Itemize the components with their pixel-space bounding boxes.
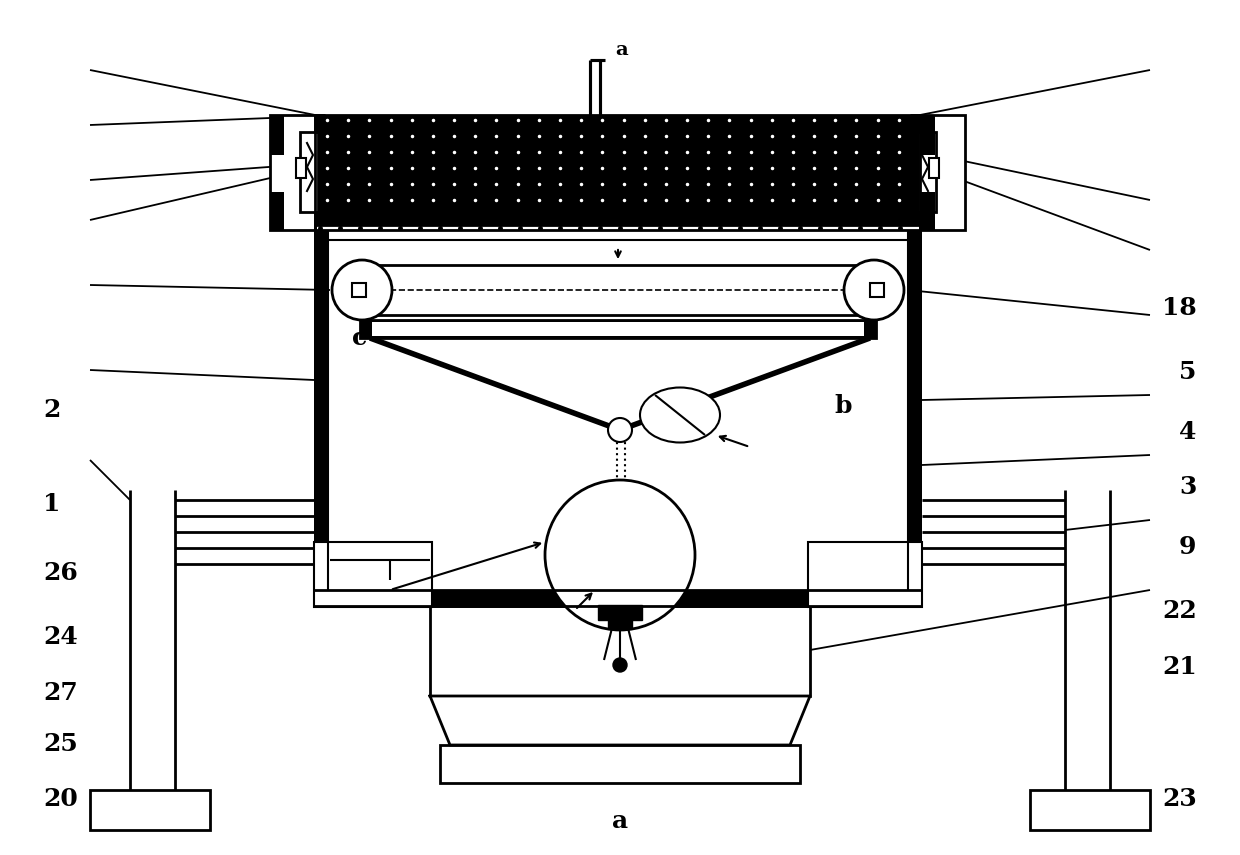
Text: b: b (835, 394, 852, 418)
Text: 22: 22 (1162, 599, 1197, 623)
Text: 25: 25 (43, 732, 78, 756)
Text: 24: 24 (43, 625, 78, 649)
Bar (296, 158, 306, 178)
Bar (352, 283, 366, 297)
Text: 5: 5 (1179, 360, 1197, 384)
Text: 26: 26 (43, 561, 78, 585)
Bar (360, 320, 875, 338)
Bar (608, 620, 632, 628)
Ellipse shape (640, 387, 720, 443)
Bar (808, 542, 923, 607)
Circle shape (332, 260, 392, 320)
Circle shape (844, 260, 904, 320)
Text: 2: 2 (43, 398, 61, 422)
Bar (870, 283, 884, 297)
Bar (598, 605, 642, 620)
Bar (908, 230, 923, 590)
Bar (315, 115, 920, 225)
Text: 23: 23 (1162, 787, 1197, 811)
Text: 9: 9 (1179, 535, 1197, 559)
Bar (921, 115, 935, 155)
Bar (920, 115, 965, 230)
Bar (314, 542, 432, 607)
Text: 1: 1 (43, 492, 61, 516)
Bar (91, 790, 210, 830)
Circle shape (613, 658, 627, 672)
Bar (1030, 790, 1149, 830)
Bar (314, 230, 329, 590)
Bar (315, 115, 920, 225)
Text: 20: 20 (43, 787, 78, 811)
Circle shape (546, 480, 694, 630)
Text: 21: 21 (1162, 655, 1197, 679)
Text: 3: 3 (1179, 475, 1197, 499)
Bar (929, 158, 939, 178)
Text: 27: 27 (43, 681, 78, 705)
Bar (270, 192, 284, 230)
Bar (430, 606, 810, 696)
Bar (270, 115, 284, 155)
Bar (921, 192, 935, 230)
Bar (360, 320, 875, 338)
Bar (270, 115, 315, 230)
Text: a: a (611, 809, 629, 833)
Bar (372, 322, 864, 336)
Circle shape (608, 418, 632, 442)
Text: 4: 4 (1179, 420, 1197, 444)
Text: a: a (615, 41, 627, 59)
Bar (918, 132, 936, 212)
Text: c: c (352, 326, 367, 350)
Bar (314, 590, 923, 606)
Polygon shape (430, 696, 810, 745)
Bar (300, 132, 317, 212)
Text: 18: 18 (1162, 296, 1197, 320)
Bar (440, 745, 800, 783)
Bar (360, 265, 875, 315)
Bar (372, 322, 864, 336)
